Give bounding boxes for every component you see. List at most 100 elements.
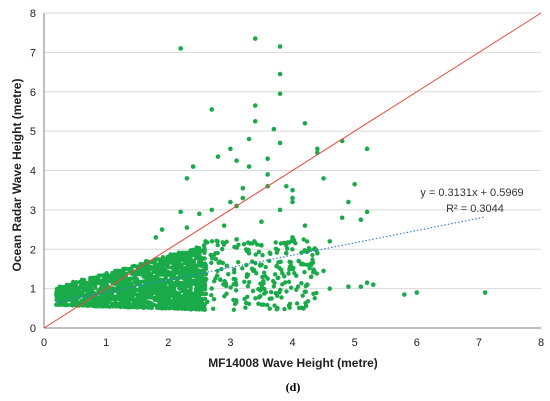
x-axis-title: MF14008 Wave Height (metre) <box>208 356 378 370</box>
data-point <box>162 257 168 262</box>
data-point <box>90 275 95 280</box>
data-point <box>272 272 278 277</box>
x-tick-label: 3 <box>227 337 233 349</box>
y-tick-label: 7 <box>30 47 36 59</box>
data-point <box>261 291 267 296</box>
data-point <box>261 270 267 275</box>
data-point <box>260 252 265 258</box>
trendline-r-squared: R² = 0.3044 <box>446 203 504 215</box>
y-tick-label: 4 <box>30 166 36 178</box>
data-point <box>217 259 223 265</box>
data-point <box>259 243 264 248</box>
data-point <box>233 288 239 293</box>
data-point <box>215 239 220 244</box>
data-point <box>280 270 285 276</box>
data-point <box>277 290 282 295</box>
data-point <box>215 154 221 160</box>
data-point <box>231 276 236 282</box>
data-point <box>244 262 249 268</box>
data-point <box>282 280 288 285</box>
data-point <box>178 46 183 51</box>
data-point <box>254 271 259 276</box>
data-point <box>265 156 270 161</box>
reference-lines <box>43 12 542 329</box>
trendline <box>56 216 486 303</box>
data-point <box>304 239 310 244</box>
data-point <box>290 235 295 240</box>
data-point <box>310 252 315 258</box>
data-point <box>246 279 252 285</box>
data-point <box>245 294 250 300</box>
data-point <box>208 252 213 258</box>
data-point <box>277 140 283 146</box>
data-point <box>339 215 345 221</box>
data-point <box>204 276 209 282</box>
data-point <box>306 245 312 251</box>
data-point <box>290 195 295 201</box>
data-point <box>265 302 270 308</box>
data-point <box>263 274 268 279</box>
data-point <box>267 250 272 255</box>
data-point <box>295 284 301 289</box>
data-point <box>65 302 70 308</box>
data-point <box>256 294 262 300</box>
data-point <box>231 307 237 312</box>
data-point <box>308 274 314 280</box>
data-point <box>134 276 140 282</box>
data-point <box>221 223 227 228</box>
data-point <box>302 269 307 275</box>
data-point <box>302 120 308 126</box>
x-tick-label: 1 <box>103 337 109 349</box>
data-point <box>241 242 247 247</box>
data-point <box>321 176 326 181</box>
data-point <box>178 209 183 215</box>
data-point <box>210 306 216 312</box>
data-point <box>358 217 364 223</box>
data-point <box>301 262 306 267</box>
data-point <box>235 260 241 265</box>
data-point <box>296 258 302 264</box>
data-point <box>274 263 279 269</box>
data-point <box>98 273 103 278</box>
data-point <box>222 279 227 284</box>
data-point <box>234 158 239 163</box>
data-point <box>303 289 308 294</box>
y-tick-label: 6 <box>30 87 36 99</box>
data-point <box>220 246 225 252</box>
data-point <box>300 293 305 298</box>
data-point <box>312 296 317 301</box>
trendline-equation: y = 0.3131x + 0.5969 <box>420 187 523 199</box>
data-point <box>243 305 248 310</box>
data-point <box>220 240 225 245</box>
data-point <box>283 250 289 256</box>
axes <box>43 13 541 329</box>
data-point <box>73 280 79 285</box>
data-point <box>231 297 236 303</box>
data-point <box>165 254 170 260</box>
data-point <box>168 298 173 304</box>
data-point <box>262 286 267 292</box>
data-point <box>274 250 280 255</box>
data-point <box>245 284 251 289</box>
data-point <box>123 266 129 272</box>
data-point <box>64 282 70 287</box>
data-point <box>209 207 215 213</box>
data-point <box>301 237 306 242</box>
data-point <box>352 181 357 187</box>
data-point <box>305 282 310 287</box>
data-point <box>276 260 281 265</box>
data-point <box>294 287 299 292</box>
data-point <box>222 293 227 299</box>
data-point <box>286 279 292 285</box>
data-point <box>315 250 320 256</box>
data-point <box>228 285 233 290</box>
data-point <box>246 136 252 142</box>
data-point <box>290 247 295 252</box>
data-point <box>358 284 364 289</box>
data-point <box>267 306 273 311</box>
data-point <box>249 266 255 271</box>
data-point <box>277 44 283 49</box>
data-point <box>234 300 239 305</box>
data-point <box>256 286 261 292</box>
